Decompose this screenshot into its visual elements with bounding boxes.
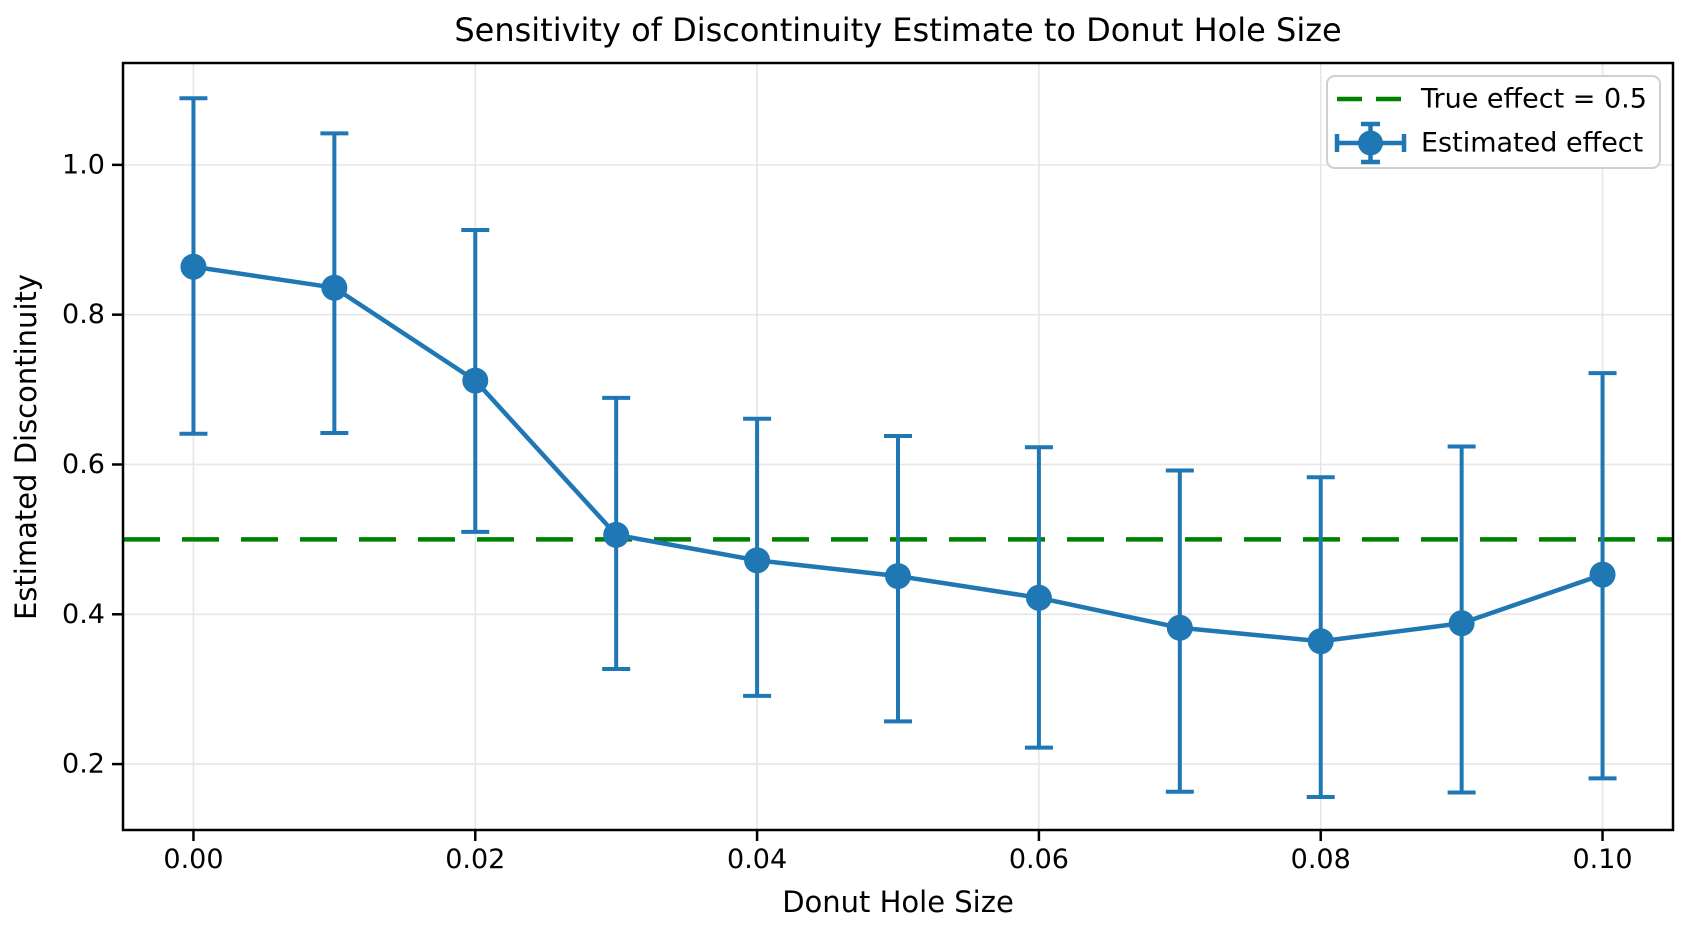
y-tick-label: 0.8 (62, 299, 105, 330)
y-axis-label: Estimated Discontinuity (9, 274, 43, 620)
data-point-marker (885, 563, 911, 590)
legend-box (1326, 75, 1661, 169)
y-tick-label: 0.4 (62, 599, 105, 630)
y-tick-label: 0.6 (62, 449, 105, 480)
legend-label-true-effect: True effect = 0.5 (1420, 84, 1647, 115)
series-estimated-effect (179, 96, 1617, 800)
y-tick-label: 1.0 (62, 149, 105, 180)
x-tick-label: 0.10 (1572, 844, 1632, 875)
y-tick-label: 0.2 (62, 749, 105, 780)
data-point-marker (1589, 561, 1616, 588)
x-tick-label: 0.06 (1009, 844, 1069, 875)
legend: True effect = 0.5 Estimated effect (1326, 75, 1661, 169)
series-layer (179, 96, 1617, 800)
x-tick-label: 0.00 (163, 844, 223, 875)
chart-title: Sensitivity of Discontinuity Estimate to… (454, 11, 1341, 49)
legend-label-estimated-effect: Estimated effect (1421, 128, 1643, 159)
axis-ticks (112, 163, 1604, 841)
data-point-marker (462, 367, 489, 394)
x-tick-label: 0.08 (1291, 844, 1351, 875)
data-point-marker (180, 253, 207, 280)
legend-errorbar-sample (1334, 121, 1407, 165)
data-point-marker (1025, 584, 1052, 611)
x-tick-label: 0.04 (727, 844, 787, 875)
data-point-marker (1307, 628, 1334, 655)
data-point-marker (744, 547, 771, 574)
x-axis-label: Donut Hole Size (782, 885, 1014, 919)
data-point-marker (1448, 610, 1475, 637)
data-point-marker (603, 521, 630, 548)
data-point-marker (1166, 614, 1193, 641)
data-point-marker (321, 274, 348, 301)
axis-tick-labels: 0.00 0.02 0.04 0.06 0.08 0.10 0.2 0.4 0.6 0.8 1.0 (62, 149, 1633, 875)
x-tick-label: 0.02 (445, 844, 505, 875)
plot-border (121, 61, 1675, 832)
